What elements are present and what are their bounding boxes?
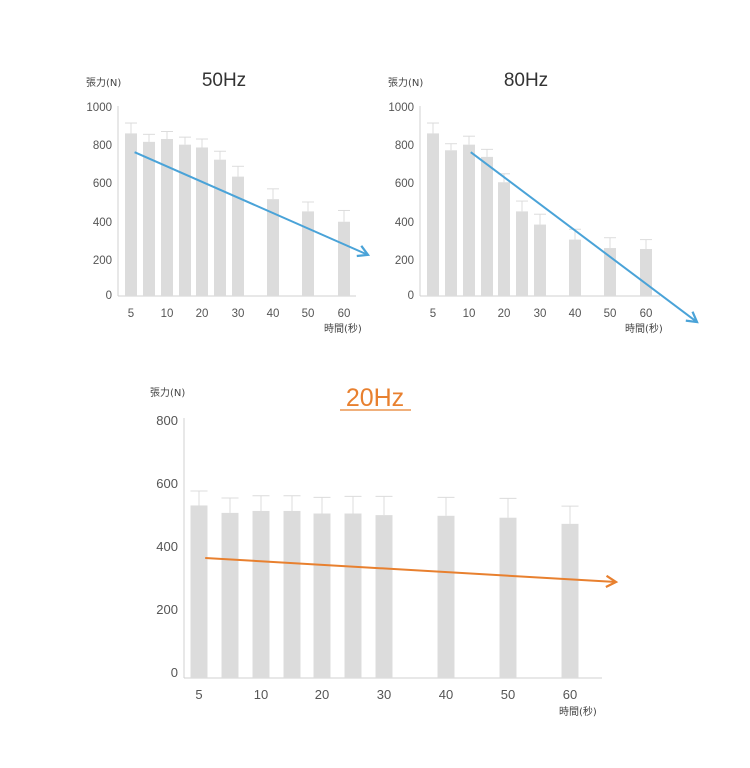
bar	[196, 147, 208, 296]
ytick: 0	[408, 290, 414, 302]
ytick: 600	[156, 476, 178, 491]
xtick: 50	[501, 687, 515, 702]
chart-20hz-title: 20Hz	[346, 384, 404, 412]
chart-80hz: 80Hz 張力(N) 時間(秒) 1000 800 600 400 200 0 …	[388, 70, 699, 335]
bar	[313, 513, 331, 678]
bar	[214, 159, 226, 296]
chart-50hz-ylabel: 張力(N)	[86, 76, 121, 89]
ytick: 1000	[86, 102, 112, 114]
ytick: 600	[395, 178, 414, 190]
xtick: 30	[534, 308, 547, 320]
ytick: 800	[395, 140, 414, 152]
bar	[252, 510, 270, 678]
bar	[534, 224, 546, 296]
xtick: 5	[128, 308, 134, 320]
chart-80hz-title: 80Hz	[504, 70, 548, 91]
bar	[375, 515, 393, 678]
chart-50hz-title: 50Hz	[202, 70, 246, 91]
xtick: 30	[232, 308, 245, 320]
xtick: 60	[640, 308, 653, 320]
ytick: 800	[93, 140, 112, 152]
chart-20hz-xlabel: 時間(秒)	[559, 705, 597, 718]
ytick: 600	[93, 178, 112, 190]
xtick: 50	[302, 308, 315, 320]
xtick: 20	[498, 308, 511, 320]
chart-80hz-bars	[419, 106, 699, 324]
xtick: 20	[315, 687, 329, 702]
bar	[179, 144, 191, 296]
chart-20hz-xticks: 5 10 20 30 40 50 60	[195, 687, 577, 702]
bar	[640, 249, 652, 296]
bar	[283, 510, 301, 678]
xtick: 40	[267, 308, 280, 320]
ytick: 400	[93, 217, 112, 229]
xtick: 60	[338, 308, 351, 320]
bar	[338, 221, 350, 296]
chart-50hz: 50Hz 張力(N) 時間(秒) 1000 800 600 400 200 0 …	[86, 70, 371, 335]
chart-80hz-xticks: 5 10 20 30 40 50 60	[430, 308, 653, 320]
bar	[344, 513, 362, 678]
chart-20hz-ylabel: 張力(N)	[150, 386, 185, 399]
bar	[125, 133, 137, 296]
bar	[463, 144, 475, 296]
bar	[190, 505, 208, 678]
ytick: 1000	[388, 102, 414, 114]
bar	[561, 523, 579, 678]
bar	[569, 239, 581, 296]
trend-arrow	[470, 151, 699, 324]
bar	[143, 141, 155, 296]
bar	[604, 248, 616, 296]
trend-arrow	[205, 557, 619, 589]
xtick: 10	[463, 308, 476, 320]
bar	[161, 139, 173, 296]
xtick: 5	[430, 308, 436, 320]
ytick: 400	[395, 217, 414, 229]
chart-80hz-xlabel: 時間(秒)	[625, 322, 663, 335]
chart-50hz-bars	[117, 106, 371, 297]
bar	[516, 211, 528, 296]
bar	[481, 156, 493, 296]
ytick: 800	[156, 413, 178, 428]
xtick: 10	[161, 308, 174, 320]
bar	[499, 517, 517, 678]
ytick: 200	[395, 255, 414, 267]
bar	[232, 176, 244, 296]
bar	[437, 515, 455, 678]
chart-80hz-yticks: 1000 800 600 400 200 0	[388, 102, 414, 302]
xtick: 5	[195, 687, 202, 702]
ytick: 0	[171, 665, 178, 680]
trend-arrow	[134, 151, 371, 258]
xtick: 60	[563, 687, 577, 702]
ytick: 200	[156, 602, 178, 617]
chart-20hz-bars	[183, 418, 619, 679]
ytick: 0	[106, 290, 112, 302]
bar	[445, 150, 457, 296]
bar	[427, 133, 439, 296]
xtick: 40	[439, 687, 453, 702]
xtick: 50	[604, 308, 617, 320]
ytick: 200	[93, 255, 112, 267]
bar	[302, 211, 314, 296]
xtick: 40	[569, 308, 582, 320]
chart-50hz-yticks: 1000 800 600 400 200 0	[86, 102, 112, 302]
bar	[498, 182, 510, 296]
chart-50hz-xlabel: 時間(秒)	[324, 322, 362, 335]
xtick: 30	[377, 687, 391, 702]
chart-20hz: 20Hz 張力(N) 時間(秒) 800 600 400 200 0 5 10 …	[150, 384, 619, 718]
xtick: 20	[196, 308, 209, 320]
xtick: 10	[254, 687, 268, 702]
chart-80hz-ylabel: 張力(N)	[388, 76, 423, 89]
bar	[221, 512, 239, 678]
chart-20hz-yticks: 800 600 400 200 0	[156, 413, 178, 680]
bar	[267, 199, 279, 296]
chart-50hz-xticks: 5 10 20 30 40 50 60	[128, 308, 351, 320]
ytick: 400	[156, 539, 178, 554]
